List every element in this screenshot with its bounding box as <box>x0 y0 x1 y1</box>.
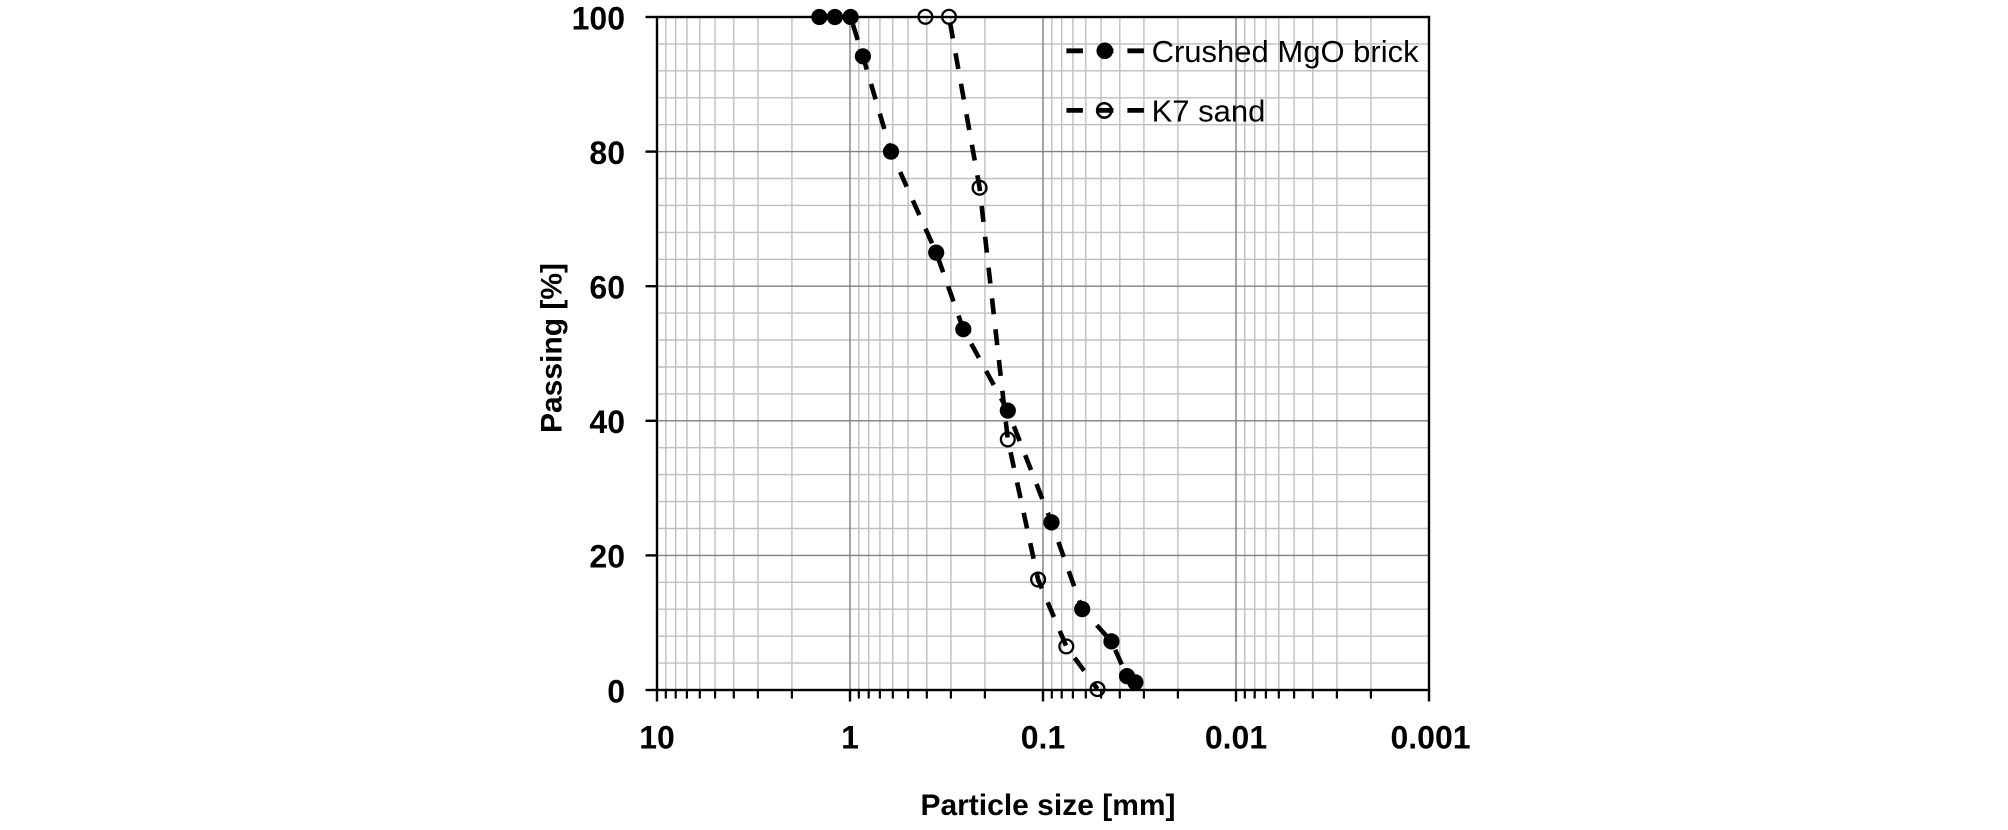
svg-text:80: 80 <box>589 135 625 171</box>
svg-text:100: 100 <box>572 0 625 36</box>
svg-text:20: 20 <box>589 539 625 575</box>
svg-text:Passing [%]: Passing [%] <box>536 263 569 433</box>
svg-text:40: 40 <box>589 404 625 440</box>
svg-text:0.001: 0.001 <box>1390 719 1470 755</box>
svg-text:0.1: 0.1 <box>1021 719 1065 755</box>
svg-text:1: 1 <box>841 719 859 755</box>
svg-text:Crushed MgO brick: Crushed MgO brick <box>1152 34 1420 69</box>
svg-text:K7 sand: K7 sand <box>1152 94 1266 129</box>
svg-text:0.01: 0.01 <box>1205 719 1267 755</box>
svg-text:Particle size [mm]: Particle size [mm] <box>920 789 1175 822</box>
svg-text:60: 60 <box>589 270 625 306</box>
svg-text:10: 10 <box>639 719 675 755</box>
svg-text:0: 0 <box>607 673 625 709</box>
